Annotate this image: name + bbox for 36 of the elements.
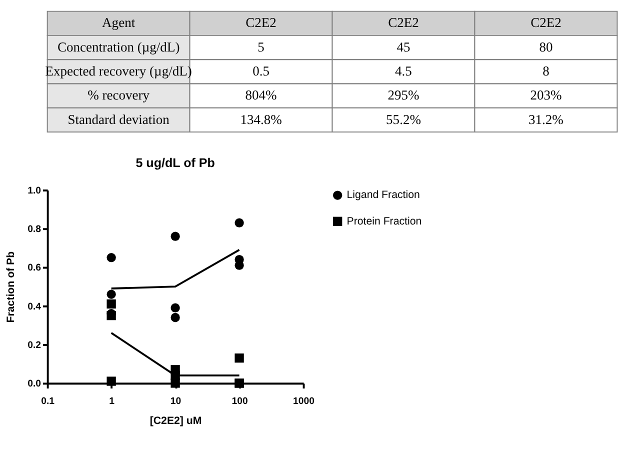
y-tick-label: 0.4 xyxy=(28,301,42,312)
text: 804% xyxy=(245,88,277,103)
category-label: C2E2 xyxy=(388,15,420,30)
x-tick-label: 1 xyxy=(109,396,116,407)
category-label: Expected recovery (µg/dL) xyxy=(45,64,192,79)
y-tick-label: 1.0 xyxy=(28,185,42,196)
legend-label: Protein Fraction xyxy=(346,215,422,228)
text: 4.5 xyxy=(395,64,412,79)
text: 45 xyxy=(396,39,410,54)
y-tick-label: 0.6 xyxy=(28,262,42,274)
y-tick-label: 0.2 xyxy=(28,340,42,351)
y-axis-title: Fraction of Pb xyxy=(5,250,18,323)
x-axis-title: [C2E2] uM xyxy=(150,415,202,428)
category-label: C2E2 xyxy=(530,15,562,30)
x-tick-label: 100 xyxy=(232,396,248,407)
category-label: % recovery xyxy=(88,88,150,103)
text: 8 xyxy=(542,64,550,79)
category-label: Standard deviation xyxy=(68,112,170,127)
category-label: Concentration (µg/dL) xyxy=(57,39,180,54)
x-tick-label: 0.1 xyxy=(41,396,56,407)
x-tick-label: 10 xyxy=(170,396,182,407)
legend-label: Ligand Fraction xyxy=(346,189,420,202)
text: 203% xyxy=(530,88,562,103)
text: 0.5 xyxy=(252,64,270,79)
y-tick-label: 0.8 xyxy=(28,224,42,236)
text: 31.2% xyxy=(528,112,564,127)
category-label: C2E2 xyxy=(246,15,277,30)
text: 80 xyxy=(539,39,553,54)
x-tick-label: 1000 xyxy=(293,396,314,407)
y-tick-label: 0.0 xyxy=(28,378,42,390)
text: Agent xyxy=(102,15,136,30)
text: 295% xyxy=(388,88,420,103)
text: 5 xyxy=(258,39,264,54)
text: 134.8% xyxy=(240,112,282,127)
chart-title: 5 ug/dL of Pb xyxy=(136,156,216,170)
text: 55.2% xyxy=(386,112,421,127)
